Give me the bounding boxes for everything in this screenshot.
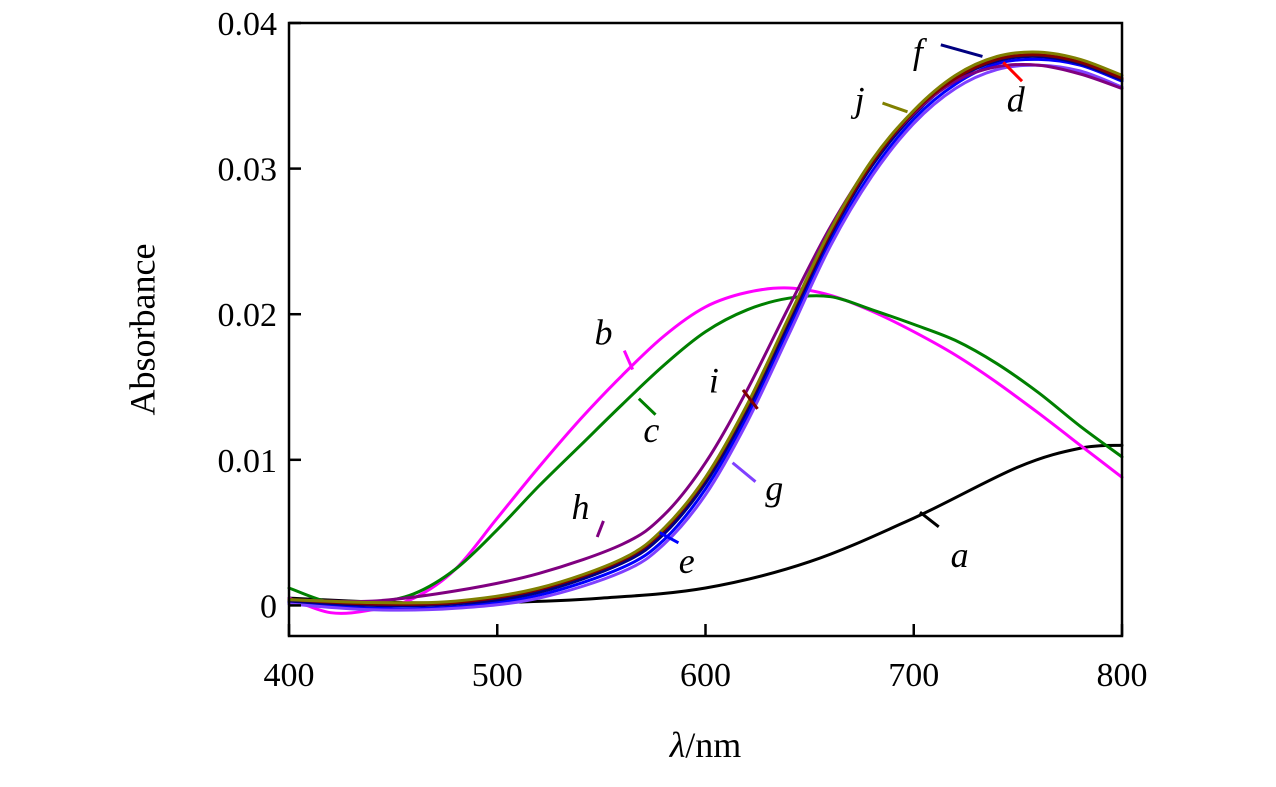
x-tick-label: 700: [888, 657, 939, 694]
y-axis-label: Absorbance: [122, 244, 162, 416]
tick-label-layer: 400 500 600 700 800 0 0.01 0.02 0.03 0.04: [218, 6, 1148, 694]
leader-line-i: [741, 389, 759, 410]
leader-layer: [595, 43, 1024, 545]
series-layer: [287, 50, 1124, 615]
curve-label-g: g: [765, 468, 783, 508]
x-tick-label: 800: [1097, 657, 1148, 694]
tick-layer: [287, 21, 1124, 636]
leader-line-e: [658, 531, 680, 545]
leader-line-c: [637, 397, 657, 416]
x-tick-label: 400: [264, 657, 315, 694]
curve-label-i: i: [709, 360, 719, 400]
series-line-d: [287, 53, 1124, 606]
series-line-c: [287, 294, 1124, 606]
curve-label-b: b: [594, 312, 612, 352]
leader-line-g: [731, 461, 757, 483]
x-axis-label-symbol: λ: [669, 725, 686, 765]
leader-line-f: [940, 43, 983, 58]
curve-label-h: h: [572, 487, 590, 527]
leader-line-j: [882, 101, 908, 114]
x-tick-label: 600: [680, 657, 731, 694]
curve-label-d: d: [1007, 79, 1026, 119]
series-line-a: [287, 443, 1124, 605]
curve-label-c: c: [643, 410, 659, 450]
y-tick-label: 0.04: [218, 6, 278, 43]
series-line-b: [287, 286, 1124, 615]
leader-line-a: [919, 511, 940, 528]
y-tick-label: 0.01: [218, 443, 278, 480]
series-line-j: [287, 50, 1124, 605]
curve-label-e: e: [679, 541, 695, 581]
curve-label-j: j: [851, 79, 865, 119]
plot-frame: [287, 21, 1124, 638]
y-tick-label: 0: [260, 588, 277, 625]
series-line-e: [287, 57, 1124, 611]
leader-line-d: [1002, 61, 1024, 83]
curve-label-f: f: [913, 31, 928, 71]
y-tick-label: 0.03: [218, 152, 278, 189]
x-axis-label: λ/nm: [669, 725, 742, 765]
y-tick-label: 0.02: [218, 297, 278, 334]
leader-line-b: [622, 350, 634, 371]
x-tick-label: 500: [472, 657, 523, 694]
series-line-g: [287, 63, 1124, 612]
leader-line-h: [595, 520, 605, 538]
curve-label-a: a: [951, 535, 969, 575]
x-axis-label-unit: /nm: [685, 725, 741, 765]
series-line-h: [287, 62, 1124, 604]
series-line-i: [287, 53, 1124, 606]
curve-label-layer: a b c d e f g h i j: [572, 31, 1026, 581]
